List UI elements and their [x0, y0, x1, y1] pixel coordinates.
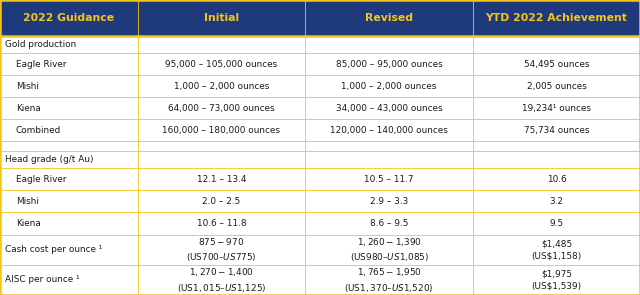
- Bar: [305, 0, 473, 36]
- Text: 10.6: 10.6: [547, 175, 566, 184]
- Text: Eagle River: Eagle River: [16, 175, 67, 184]
- Bar: [0, 151, 640, 168]
- Bar: [0, 0, 138, 36]
- Text: $1,975
(US$1,539): $1,975 (US$1,539): [531, 269, 582, 290]
- Text: Head grade (g/t Au): Head grade (g/t Au): [5, 155, 93, 164]
- Text: Combined: Combined: [16, 126, 61, 135]
- Bar: [0, 235, 640, 265]
- Text: 75,734 ounces: 75,734 ounces: [524, 126, 589, 135]
- Text: 10.5 – 11.7: 10.5 – 11.7: [364, 175, 414, 184]
- Text: 160,000 – 180,000 ounces: 160,000 – 180,000 ounces: [163, 126, 280, 135]
- Text: Gold production: Gold production: [5, 40, 76, 49]
- Text: $1,270 - $1,400
(US$1,015 – US$1,125): $1,270 - $1,400 (US$1,015 – US$1,125): [177, 266, 266, 294]
- Bar: [0, 119, 640, 141]
- Text: 2022 Guidance: 2022 Guidance: [23, 13, 115, 23]
- Text: $1,260 - $1,390
(US$980 – US$1,085): $1,260 - $1,390 (US$980 – US$1,085): [349, 236, 429, 263]
- Bar: [0, 168, 640, 190]
- Text: 2.9 – 3.3: 2.9 – 3.3: [370, 197, 408, 206]
- Bar: [473, 0, 640, 36]
- Text: AISC per ounce ¹: AISC per ounce ¹: [5, 275, 80, 284]
- Text: 9.5: 9.5: [550, 219, 563, 228]
- Bar: [0, 212, 640, 235]
- Text: Mishi: Mishi: [16, 197, 39, 206]
- Bar: [0, 97, 640, 119]
- Text: $875 - $970
(US$700 – US$775): $875 - $970 (US$700 – US$775): [186, 236, 257, 263]
- Text: 10.6 – 11.8: 10.6 – 11.8: [196, 219, 246, 228]
- Text: 95,000 – 105,000 ounces: 95,000 – 105,000 ounces: [165, 60, 278, 69]
- Text: Cash cost per ounce ¹: Cash cost per ounce ¹: [5, 245, 102, 254]
- Text: $1,485
(US$1,158): $1,485 (US$1,158): [531, 239, 582, 260]
- Text: 120,000 – 140,000 ounces: 120,000 – 140,000 ounces: [330, 126, 448, 135]
- Text: Kiena: Kiena: [16, 219, 41, 228]
- Text: 64,000 – 73,000 ounces: 64,000 – 73,000 ounces: [168, 104, 275, 113]
- Bar: [0, 75, 640, 97]
- Text: Mishi: Mishi: [16, 82, 39, 91]
- Text: 2.0 – 2.5: 2.0 – 2.5: [202, 197, 241, 206]
- Text: Eagle River: Eagle River: [16, 60, 67, 69]
- Bar: [0, 53, 640, 75]
- Text: 19,234¹ ounces: 19,234¹ ounces: [522, 104, 591, 113]
- Text: $1,765 - $1,950
(US$1,370 – US$1,520): $1,765 - $1,950 (US$1,370 – US$1,520): [344, 266, 434, 294]
- Bar: [0, 141, 640, 151]
- Text: 8.6 – 9.5: 8.6 – 9.5: [370, 219, 408, 228]
- Text: 85,000 – 95,000 ounces: 85,000 – 95,000 ounces: [336, 60, 442, 69]
- Bar: [0, 36, 640, 53]
- Text: 1,000 – 2,000 ounces: 1,000 – 2,000 ounces: [341, 82, 437, 91]
- Text: Revised: Revised: [365, 13, 413, 23]
- Text: Kiena: Kiena: [16, 104, 41, 113]
- Text: Initial: Initial: [204, 13, 239, 23]
- Text: 1,000 – 2,000 ounces: 1,000 – 2,000 ounces: [173, 82, 269, 91]
- Text: 54,495 ounces: 54,495 ounces: [524, 60, 589, 69]
- Bar: [138, 0, 305, 36]
- Text: 12.1 – 13.4: 12.1 – 13.4: [196, 175, 246, 184]
- Text: 3.2: 3.2: [550, 197, 563, 206]
- Bar: [0, 190, 640, 212]
- Text: 2,005 ounces: 2,005 ounces: [527, 82, 586, 91]
- Text: 34,000 – 43,000 ounces: 34,000 – 43,000 ounces: [336, 104, 442, 113]
- Bar: [0, 265, 640, 295]
- Text: YTD 2022 Achievement: YTD 2022 Achievement: [486, 13, 627, 23]
